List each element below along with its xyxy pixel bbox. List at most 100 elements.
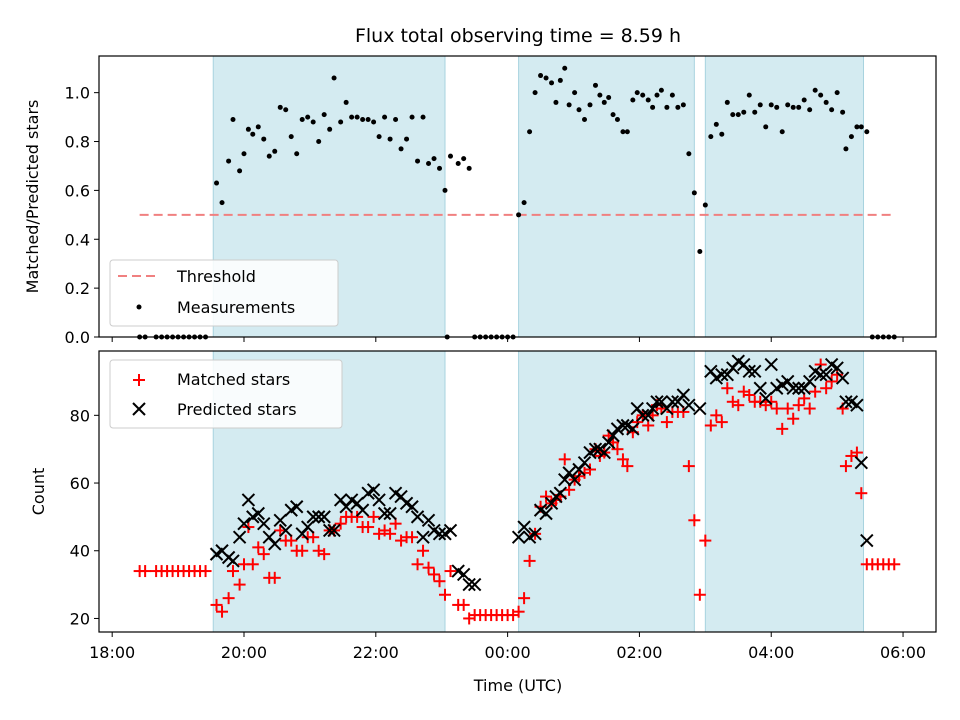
matched-star-point [422,561,435,574]
predicted-star-point [558,472,572,487]
measurement-point [630,97,636,103]
matched-star-point [825,375,838,388]
measurement-point [288,134,294,140]
predicted-star-point [577,456,592,470]
measurement-point [763,124,769,130]
matched-star-point [693,588,706,601]
predicted-star-point [237,516,251,531]
measurement-point [398,146,404,152]
measurement-point [686,151,692,157]
bottom-x-ticks: 18:00 20:00 22:00 00:00 02:00 04:00 06:00 [89,632,926,662]
predicted-star-point [764,357,778,372]
x-tick-label: 18:00 [89,643,135,662]
matched-star-point [351,510,364,523]
matched-star-point [850,446,863,459]
measurement-point [818,92,824,98]
measurement-point [592,82,598,88]
matched-star-point [743,389,756,402]
measurement-point [796,104,802,110]
measurement-point [327,126,333,132]
legend-threshold-label: Threshold [176,267,256,286]
matched-star-point [710,409,723,422]
predicted-star-point [467,577,482,592]
measurement-point [576,107,582,113]
measurement-point [241,151,247,157]
measurement-point [245,126,251,132]
chart-title: Flux total observing time = 8.59 h [355,25,681,47]
matched-star-point [518,592,531,605]
measurement-point [543,75,549,81]
measurement-point [664,104,670,110]
matched-star-point [384,527,397,540]
measurement-point [538,73,544,79]
measurement-point [774,104,780,110]
matched-star-point [839,460,852,473]
measurement-point [382,114,388,120]
predicted-star-point [226,554,240,568]
measurement-point [277,104,283,110]
measurement-point [299,117,305,123]
matched-star-point [631,416,644,429]
matched-star-point [233,578,246,591]
measurement-point [447,153,453,159]
matched-star-point [417,544,430,557]
measurement-point [572,90,578,96]
predicted-star-point [665,395,680,409]
matched-star-point [257,548,270,561]
measurement-point [601,99,607,105]
measurement-point [757,102,763,108]
matched-star-point [732,399,745,412]
predicted-star-point [410,510,425,524]
matched-star-point [367,510,380,523]
matched-star-point [855,487,868,500]
legend-predicted-label: Predicted stars [177,400,297,419]
predicted-star-point [645,401,660,416]
measurement-point [864,129,870,135]
measurement-point [376,134,382,140]
observing-window-1 [518,351,695,632]
measurement-point [415,158,421,164]
y-tick-label: 0.4 [65,230,90,249]
predicted-star-point [693,401,707,416]
predicted-star-point [317,510,331,524]
matched-star-point [765,395,778,408]
measurement-point [219,200,225,206]
measurement-point [226,158,232,164]
predicted-star-point [251,506,265,521]
measurement-point [255,124,261,130]
matched-star-point [770,402,783,415]
x-tick-label: 22:00 [353,643,399,662]
legend-predicted-swatch [132,402,146,416]
measurement-point [858,124,864,130]
predicted-star-point [456,567,471,582]
measurement-point [675,104,681,110]
predicted-star-point [715,367,729,382]
measurement-point [582,117,588,123]
measurement-point [654,92,660,98]
measurement-point [640,92,646,98]
measurement-point [437,165,443,171]
observing-window-2 [705,56,864,337]
measurement-point [724,99,730,105]
predicted-star-point [616,418,630,433]
matched-star-point [216,605,229,618]
matched-star-point [428,568,441,581]
matched-star-point [523,554,536,567]
predicted-star-point [511,530,526,544]
y-tick-label: 0.6 [65,181,90,200]
predicted-star-point [300,520,315,534]
matched-star-point [227,565,240,578]
measurement-point [645,97,651,103]
predicted-star-point [786,381,800,395]
matched-star-point [776,422,789,435]
predicted-star-point [850,398,864,412]
matched-star-point [222,592,235,605]
bottom-legend: Matched stars Predicted stars [109,359,343,429]
matched-star-point [704,419,717,432]
predicted-star-point [553,486,568,500]
x-tick-label: 02:00 [616,643,662,662]
predicted-star-point [432,527,447,541]
predicted-star-point [279,523,293,538]
matched-star-point [655,402,668,415]
